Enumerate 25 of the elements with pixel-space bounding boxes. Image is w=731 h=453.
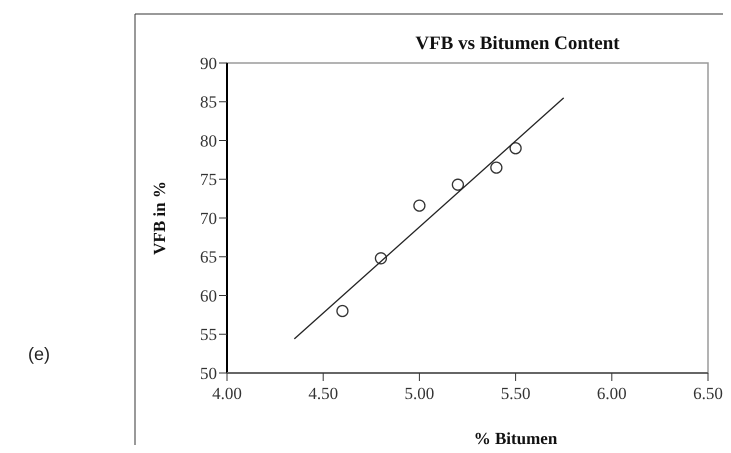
point — [413, 199, 426, 212]
y-axis-title: VFB in % — [150, 181, 169, 255]
point — [509, 142, 522, 154]
point — [336, 304, 349, 318]
x-tick-label: 5.50 — [500, 384, 530, 403]
text: (e) — [28, 344, 50, 364]
y-tick-label: 50 — [200, 364, 217, 383]
chart-title: VFB vs Bitumen Content — [415, 33, 620, 54]
x-tick-label: 6.00 — [596, 384, 627, 403]
x-axis-title: % Bitumen — [474, 429, 558, 448]
y-tick-label: 90 — [200, 54, 217, 73]
x-tick-label: 6.50 — [693, 384, 723, 403]
x-tick-label: 5.00 — [404, 384, 434, 403]
y-tick-label: 75 — [200, 170, 217, 190]
y-tick-label: 55 — [200, 325, 217, 344]
x-tick-label: 4.00 — [212, 384, 242, 403]
point — [452, 178, 464, 191]
y-tick-label: 65 — [200, 248, 217, 267]
y-tick-label: 70 — [200, 208, 217, 228]
point — [490, 161, 503, 174]
point — [374, 252, 388, 264]
x-tick-label: 4.50 — [308, 384, 338, 403]
y-tick-label: 85 — [200, 92, 217, 112]
y-tick-label: 60 — [200, 286, 217, 306]
y-tick-label: 80 — [200, 131, 217, 150]
